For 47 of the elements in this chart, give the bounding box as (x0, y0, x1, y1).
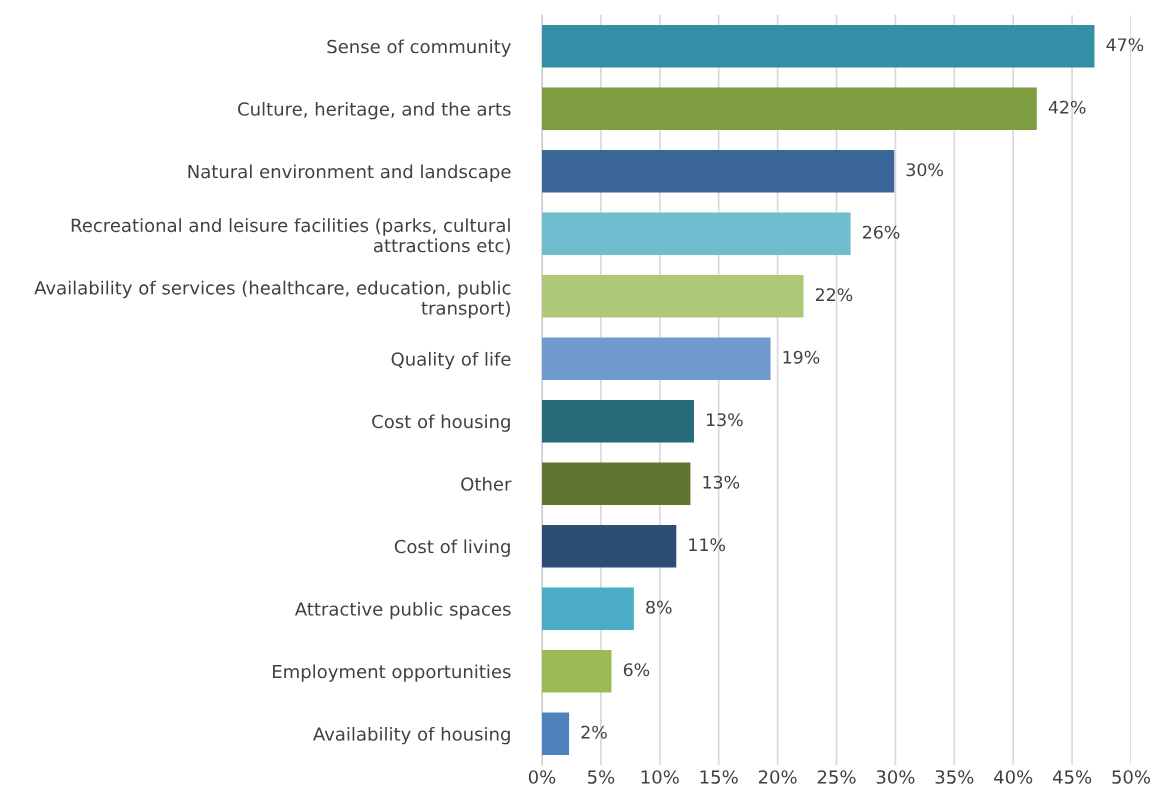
x-tick-label: 35% (935, 770, 974, 784)
bar (542, 650, 612, 693)
y-tick-label: Quality of life (391, 351, 511, 370)
bar (542, 275, 804, 318)
data-label: 19% (783, 350, 820, 364)
y-tick-label: Employment opportunities (273, 664, 511, 682)
data-label: 8% (646, 600, 672, 614)
x-tick-label: 30% (876, 770, 915, 784)
data-label: 11% (689, 538, 726, 552)
bar (542, 525, 677, 568)
x-tick-label: 5% (587, 770, 615, 784)
x-tick-label: 25% (817, 770, 856, 784)
bar (542, 462, 691, 505)
data-label: 6% (623, 663, 650, 677)
bar (542, 150, 895, 193)
x-tick-label: 10% (641, 770, 679, 784)
bar (542, 337, 771, 380)
y-tick-label: Sense of community (327, 39, 511, 57)
y-tick-label: Cost of housing (372, 414, 510, 432)
x-tick-label: 15% (700, 770, 738, 784)
y-tick-label: Recreational and leisure facilities (parks, cultural attractions etc) (71, 218, 510, 255)
data-label: 42% (1048, 100, 1086, 114)
y-tick-label: Other (461, 476, 512, 491)
bar (542, 587, 634, 630)
data-label: 2% (581, 725, 607, 739)
x-tick-label: 0% (528, 770, 556, 784)
y-tick-label: Attractive public spaces (294, 601, 511, 620)
y-tick-label: Culture, heritage, and the arts (238, 101, 511, 120)
x-tick-label: 45% (1052, 770, 1092, 784)
y-tick-label: Natural environment and landscape (188, 164, 511, 182)
data-label: 26% (863, 225, 900, 239)
bar (542, 87, 1037, 130)
data-label: 22% (815, 288, 853, 302)
y-tick-label: Cost of living (394, 539, 510, 557)
bar (542, 212, 851, 255)
x-tick-label: 50% (1112, 770, 1151, 784)
data-label: 47% (1106, 38, 1144, 52)
bar (542, 400, 694, 443)
data-label: 13% (703, 475, 740, 489)
x-tick-label: 40% (994, 770, 1033, 784)
x-tick-label: 20% (758, 770, 797, 784)
y-tick-label: Availability of services (healthcare, education, public transport) (34, 280, 511, 319)
y-tick-label: Availability of housing (313, 726, 510, 745)
data-label: 13% (706, 413, 743, 427)
bar (542, 25, 1095, 68)
bar (542, 712, 570, 755)
data-label: 30% (906, 163, 943, 177)
